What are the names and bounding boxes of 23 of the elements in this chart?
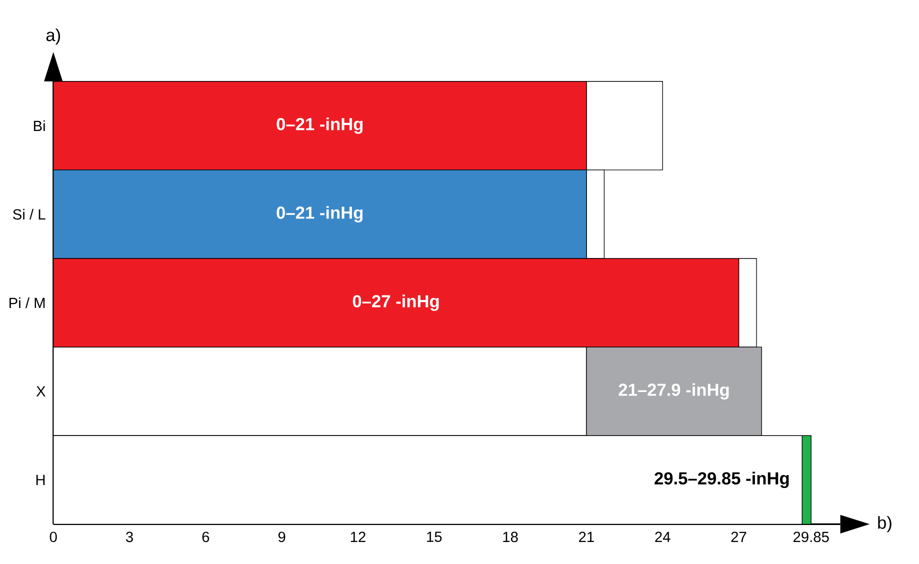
x-tick-label: 15 — [427, 532, 442, 542]
x-axis-title: b) — [878, 516, 892, 532]
data-label: 0–21 -inHg — [276, 206, 363, 222]
x-tick-label: 3 — [126, 532, 133, 542]
y-tick-label: Bi — [34, 120, 45, 131]
y-axis-title: a) — [46, 28, 60, 45]
x-tick-label: 12 — [350, 532, 366, 542]
data-label: 0–21 -inHg — [276, 117, 363, 134]
x-tick-label: 0 — [50, 532, 57, 542]
y-tick-label: X — [36, 386, 46, 396]
x-tick-label: 29.85 — [793, 532, 829, 542]
x-tick-label: 24 — [655, 532, 670, 542]
data-label: 29.5–29.85 -inHg — [654, 472, 789, 488]
x-tick-label: 6 — [202, 532, 210, 542]
y-tick-label: Pi / M — [10, 297, 45, 308]
data-label: 0–27 -inHg — [352, 294, 439, 311]
y-tick-label: Si / L — [13, 208, 46, 220]
x-tick-label: 18 — [503, 532, 518, 542]
data-label: 21–27.9 -inHg — [618, 383, 729, 400]
x-tick-label: 27 — [731, 532, 746, 542]
x-tick-label: 9 — [278, 532, 286, 542]
x-tick-label: 21 — [579, 532, 594, 542]
y-tick-label: H — [36, 474, 45, 485]
